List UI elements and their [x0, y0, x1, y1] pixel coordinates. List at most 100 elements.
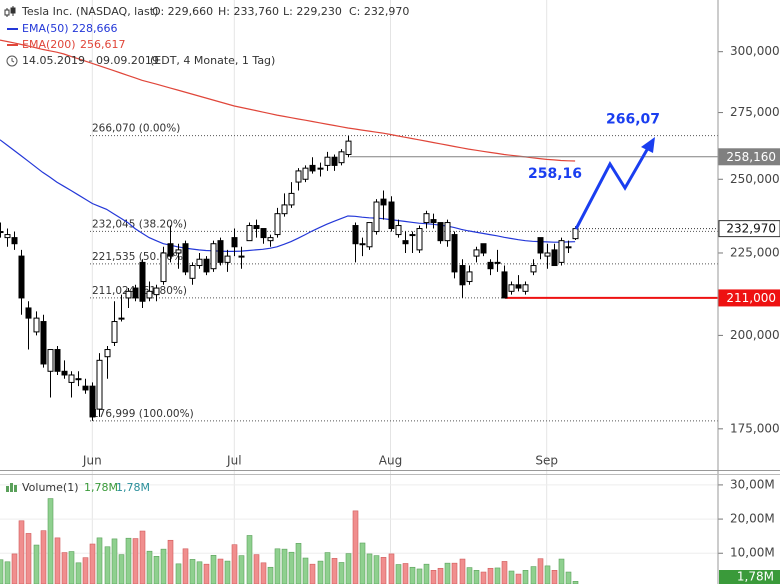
last-price-box [718, 220, 780, 238]
candle-body [352, 225, 359, 245]
volume-bar [473, 570, 480, 584]
candle-body [217, 240, 224, 263]
candle-body [0, 231, 4, 234]
volume-legend-title: Volume(1) [22, 481, 79, 494]
header-close: C: 232,970 [349, 5, 409, 18]
level-label: 176,999 (100.00%) [92, 408, 194, 420]
price-line-label: 258,160 [726, 150, 776, 164]
candle-body [104, 349, 111, 358]
volume-icon [14, 485, 17, 492]
candle-body [402, 240, 409, 245]
volume-bar [494, 567, 501, 584]
volume-bar [501, 561, 508, 584]
candle-body [537, 237, 544, 254]
volume-bar [246, 535, 253, 584]
icon-candle [4, 9, 10, 16]
candle-body [253, 225, 260, 230]
candle-body [267, 237, 274, 242]
candle-body [359, 243, 366, 246]
volume-legend-value: 1,78M [84, 481, 118, 494]
candle-body [466, 271, 473, 283]
x-tick-label: Sep [535, 454, 558, 468]
volume-bar [395, 564, 402, 584]
price-line-label: 211,000 [726, 291, 776, 305]
candle-body [295, 170, 302, 183]
candle-body [160, 252, 167, 283]
candle-body [373, 201, 380, 233]
candle-body [551, 249, 558, 267]
candle-body [366, 222, 373, 248]
candle-body [54, 349, 61, 372]
volume-bar [82, 557, 89, 584]
candle-body [281, 204, 288, 215]
y-tick-label: 300,000 [730, 44, 780, 58]
candle-body [565, 246, 572, 249]
candle-body [380, 198, 387, 206]
candle-body [189, 265, 196, 279]
volume-bar [104, 546, 111, 584]
candle-body [260, 228, 267, 239]
y-tick-label: 275,000 [730, 105, 780, 119]
volume-bar [466, 567, 473, 584]
x-tick-label: Jun [82, 454, 102, 468]
volume-bar [253, 554, 260, 584]
candle-body [494, 261, 501, 264]
volume-bar [61, 552, 68, 584]
candle-body [395, 225, 402, 236]
volume-bar [288, 551, 295, 584]
volume-legend-value: 1,78M [116, 481, 150, 494]
volume-bar [295, 543, 302, 584]
clock-face [6, 55, 18, 67]
candle-body [125, 290, 132, 299]
candle-body [324, 156, 331, 166]
candle-body [345, 140, 352, 156]
volume-bar [459, 558, 466, 584]
volume-bar [11, 553, 18, 584]
volume-bar [175, 563, 182, 584]
volume-bar [33, 544, 40, 584]
candle-body [196, 258, 203, 267]
price-line-box [718, 289, 780, 307]
volume-bar [309, 563, 316, 584]
volume-bar [196, 561, 203, 584]
volume-bar [224, 560, 231, 584]
candle-body [18, 255, 25, 299]
candle-body [132, 287, 139, 299]
volume-bar [409, 566, 416, 584]
plot-layer: Jun Jul Aug Sep 175,000 200,000 225,000 250,000… [0, 39, 780, 584]
volume-bar [25, 533, 32, 584]
volume-bar [430, 570, 437, 584]
header-high: H: 233,760 [218, 5, 279, 18]
candle-body [416, 228, 423, 251]
volume-tick-label: 30,00M [730, 477, 775, 491]
candle-body [544, 252, 551, 257]
volume-bar [132, 538, 139, 584]
x-tick-label: Aug [379, 454, 402, 468]
arrow-path [574, 147, 650, 230]
volume-bar [338, 562, 345, 584]
candle-body [430, 219, 437, 224]
date-range: 14.05.2019 - 09.09.2019 [22, 54, 159, 67]
level-label: 266,070 (0.00%) [92, 123, 180, 135]
volume-bar [331, 558, 338, 584]
candle-body [146, 290, 153, 299]
projection-arrow [574, 137, 655, 230]
volume-bar [153, 556, 160, 584]
candle-body [423, 213, 430, 224]
volume-bar [75, 562, 82, 584]
candle-body [203, 258, 210, 273]
volume-bar [260, 562, 267, 584]
candle-body [238, 255, 245, 258]
volume-bar [551, 570, 558, 584]
candle-body [182, 243, 189, 273]
candle-body [274, 213, 281, 236]
last-price-label: 232,970 [726, 222, 776, 236]
volume-bar [54, 537, 61, 584]
candle-body [246, 225, 253, 242]
volume-bar [544, 565, 551, 584]
y-tick-label: 250,000 [730, 172, 780, 186]
volume-bar [203, 563, 210, 584]
candle-body [288, 192, 295, 206]
clock-icon [6, 55, 18, 67]
volume-bar [388, 553, 395, 584]
